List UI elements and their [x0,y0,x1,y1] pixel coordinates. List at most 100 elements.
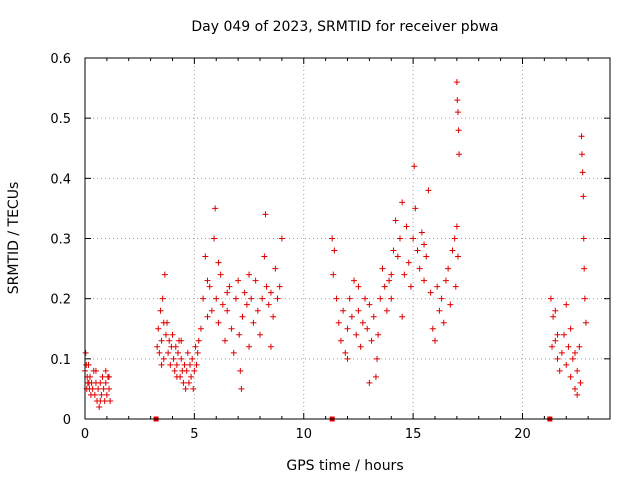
data-point [442,277,449,284]
data-point [239,313,246,320]
data-point [197,325,204,332]
data-point [377,295,384,302]
chart-title: Day 049 of 2023, SRMTID for receiver pbw… [191,19,498,35]
data-point [85,361,92,368]
data-point [165,349,172,356]
data-point [344,325,351,332]
data-point [558,349,565,356]
data-point [375,331,382,338]
data-point [278,235,285,242]
data-point [572,385,578,392]
data-point [569,355,576,362]
data-point [386,277,393,284]
x-axis-ticks: 0 5 10 15 20 [81,58,589,442]
data-point [160,319,167,326]
data-point [416,265,423,272]
data-point [185,379,192,386]
data-point [401,271,408,278]
data-point [383,307,390,314]
data-point [366,301,373,308]
y-tick-label: 0.1 [50,353,71,368]
data-point [102,379,109,386]
data-point [173,373,180,380]
data-point [572,349,578,356]
data-point [581,295,588,302]
data-point [87,373,94,380]
x-tick-label: 0 [81,427,89,442]
data-point [425,187,432,194]
x-tick-label: 20 [514,427,531,442]
data-point [156,349,163,356]
data-point [579,151,585,158]
data-point [411,163,418,170]
data-point [579,169,586,176]
data-point [155,325,162,332]
data-point [556,367,563,374]
data-point [550,313,557,320]
data-point [451,235,458,242]
data-point [355,307,362,314]
data-point [427,289,434,296]
data-point [410,235,417,242]
data-point [342,349,349,356]
data-point [184,349,191,356]
data-point [359,319,366,326]
data-point [580,193,587,200]
data-point [236,331,243,338]
data-point [337,337,344,344]
data-point [355,283,362,290]
data-point [423,253,430,260]
data-point [547,295,554,302]
data-point [169,331,176,338]
data-point [577,379,584,386]
data-point [267,289,274,296]
data-point [552,337,559,344]
data-point [578,133,585,140]
y-tick-label: 0.2 [50,293,71,308]
data-point [159,295,166,302]
data-point [333,295,340,302]
y-axis-title: SRMTID / TECUs [6,182,22,295]
x-tick-label: 15 [405,427,422,442]
data-point [91,391,98,398]
data-point [381,283,388,290]
data-point [193,361,200,368]
data-point [171,367,178,374]
data-point [215,319,222,326]
data-point [351,277,358,284]
data-point [454,253,461,260]
data-point [434,283,441,290]
data-point [567,373,574,380]
data-point [454,97,461,104]
data-point [552,307,559,314]
data-point [158,337,165,344]
data-point [438,295,445,302]
data-point [261,253,268,260]
data-point [160,355,167,362]
data-point [362,295,368,302]
data-point [206,283,213,290]
y-tick-label: 0.3 [50,233,71,248]
data-point [390,247,397,254]
data-point [561,331,568,338]
data-point [97,397,104,404]
data-point [246,343,253,350]
data-point [191,367,198,374]
data-point [447,301,454,308]
data-point [250,319,257,326]
data-point [190,385,197,392]
data-point [346,295,353,302]
data-point [194,349,201,356]
data-point [414,247,421,254]
data-point [254,307,261,314]
data-point [265,301,272,308]
data-point [102,367,109,374]
data-point [259,295,266,302]
data-point [167,361,174,368]
data-point [97,379,104,386]
data-point [364,325,371,332]
x-axis-title: GPS time / hours [286,458,403,474]
data-point [92,367,99,374]
data-point [213,295,220,302]
data-point [89,385,96,392]
